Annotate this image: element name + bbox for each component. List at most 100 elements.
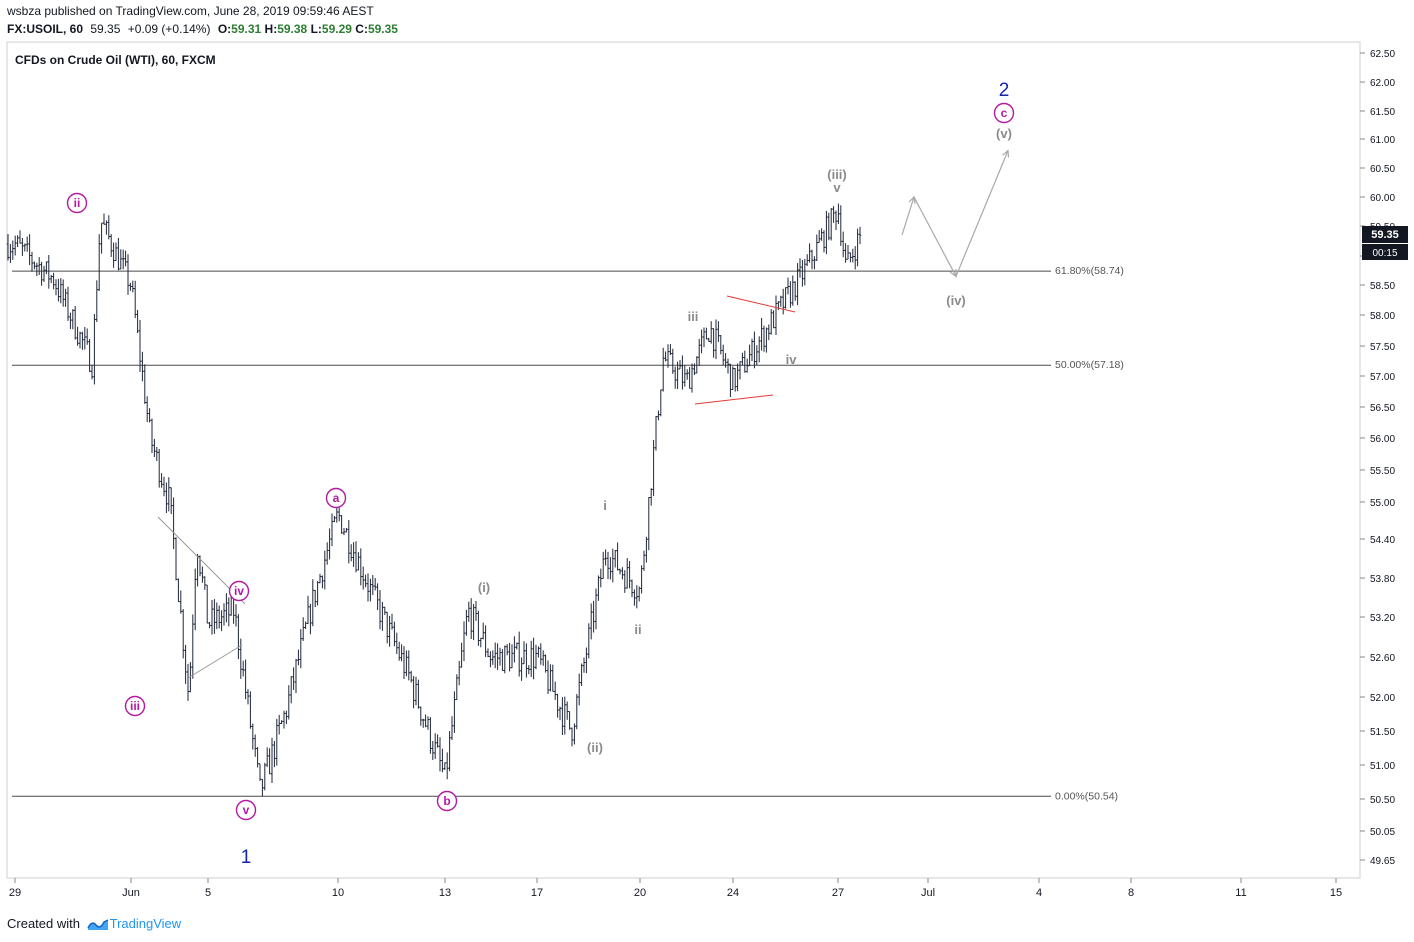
change-header: +0.09 (+0.14%) [127,22,211,36]
symbol-line: FX:USOIL, 60 59.35 +0.09 (+0.14%) O:59.3… [7,22,398,36]
symbol[interactable]: FX:USOIL, 60 [7,22,84,36]
y-tick-label: 54.40 [1370,535,1395,546]
y-tick-label: 57.00 [1370,372,1395,383]
wave-label-circle [124,695,146,717]
y-tick-label: 57.50 [1370,342,1395,353]
y-tick-label: 58.50 [1370,281,1395,292]
y-tick-label: 51.50 [1370,727,1395,738]
wave-label: v [243,803,250,817]
wave-label: iv [786,352,798,367]
y-tick-label: 56.50 [1370,403,1395,414]
x-tick-label: 13 [439,887,451,899]
red-triangle-lower-line [694,394,774,405]
ohlc-high-value: 59.38 [277,22,308,36]
wave-label: ii [634,622,641,637]
wave-label: c [1001,106,1008,120]
tradingview-brand[interactable]: TradingView [109,916,182,931]
ohlc-high-label: H: [264,22,278,36]
ohlc-close-label: C: [355,22,368,36]
x-tick-label: 8 [1128,887,1134,899]
wave-label: (i) [478,580,490,595]
x-tick-label: Jun [122,887,140,899]
last-price-tag: 59.35 00:15 [1362,226,1408,260]
wave-label: iii [130,699,140,713]
wave-label-circle [993,102,1015,124]
created-with-text: Created with [7,916,80,931]
x-tick-label: 29 [9,887,21,899]
wave-label-circle [66,192,88,214]
wave-label: b [443,794,450,808]
y-tick-label: 61.00 [1370,135,1395,146]
x-tick-label: 5 [205,887,211,899]
wave-label: iv [234,584,244,598]
y-tick-label: 55.00 [1370,498,1395,509]
x-tick-label: 20 [634,887,646,899]
y-axis: 62.5062.0061.5061.0060.5060.0059.5059.00… [1360,49,1395,867]
wave-labels: iiiiiivv1ab(i)(ii)iiiiiiiv(iii)v(iv)(v)c… [66,80,1015,868]
wave-label-circle [325,487,347,509]
x-axis: 29 Jun 5 10 13 17 20 24 27 Jul 4 8 11 15 [9,878,1342,899]
y-tick-label: 50.05 [1370,827,1395,838]
last-price-label: 59.35 [1371,229,1399,241]
wave-label: (ii) [587,740,603,755]
y-tick-label: 58.00 [1370,311,1395,322]
x-tick-label: 10 [332,887,344,899]
projection-path [901,150,1009,278]
y-tick-label: 60.00 [1370,193,1395,204]
x-tick-label: 4 [1036,887,1042,899]
y-tick-label: 49.65 [1370,856,1395,867]
fib-label: 0.00%(50.54) [1055,790,1118,802]
x-tick-label: 17 [531,887,543,899]
x-tick-label: 27 [832,887,844,899]
y-tick-label: 61.50 [1370,107,1395,118]
wave-label: iii [688,309,699,324]
y-tick-label: 51.00 [1370,761,1395,772]
ohlc-low-value: 59.29 [321,22,352,36]
last-price-header: 59.35 [90,22,121,36]
y-tick-label: 50.50 [1370,795,1395,806]
x-tick-label: Jul [921,887,935,899]
triangle-lower-line [187,644,243,679]
wave-label-circle [436,790,458,812]
projection-arrowhead [908,195,916,205]
price-bars [6,203,862,797]
wave-label: ii [74,196,81,210]
red-triangle-upper-line [726,295,796,313]
projection-arrowhead [949,269,957,278]
y-tick-label: 60.50 [1370,164,1395,175]
y-tick-label: 62.00 [1370,78,1395,89]
ohlc-close-value: 59.35 [367,22,398,36]
projection-arrowhead [1002,149,1010,158]
published-line: wsbza published on TradingView.com, June… [7,4,374,18]
wave-label: 1 [241,847,252,868]
wave-label: (v) [996,126,1012,141]
y-tick-label: 52.00 [1370,693,1395,704]
chart-title: CFDs on Crude Oil (WTI), 60, FXCM [15,53,216,67]
y-tick-label: 53.20 [1370,613,1395,624]
wave-label: (iii) [827,167,847,182]
wave-label: v [833,180,841,195]
wave-label: 2 [999,80,1010,101]
countdown-label: 00:15 [1372,248,1397,259]
wave-label-circle [228,580,250,602]
fib-label: 61.80%(58.74) [1055,265,1124,277]
y-tick-label: 53.80 [1370,574,1395,585]
x-tick-label: 24 [727,887,739,899]
tradingview-logo-icon [86,919,108,930]
annotations [157,149,1010,679]
fib-label: 50.00%(57.18) [1055,359,1124,371]
y-tick-label: 62.50 [1370,49,1395,60]
wave-label-circle [235,799,257,821]
x-tick-label: 11 [1235,887,1246,899]
wave-label: a [333,491,340,505]
ohlc-open-label: O: [217,22,232,36]
y-tick-label: 56.00 [1370,434,1395,445]
y-tick-label: 55.50 [1370,466,1395,477]
wave-label: i [603,498,607,513]
y-tick-label: 52.60 [1370,653,1395,664]
ohlc-open-value: 59.31 [231,22,262,36]
x-tick-label: 15 [1330,887,1342,899]
footer: Created with TradingView [7,916,181,931]
ohlc-low-label: L: [310,22,322,36]
